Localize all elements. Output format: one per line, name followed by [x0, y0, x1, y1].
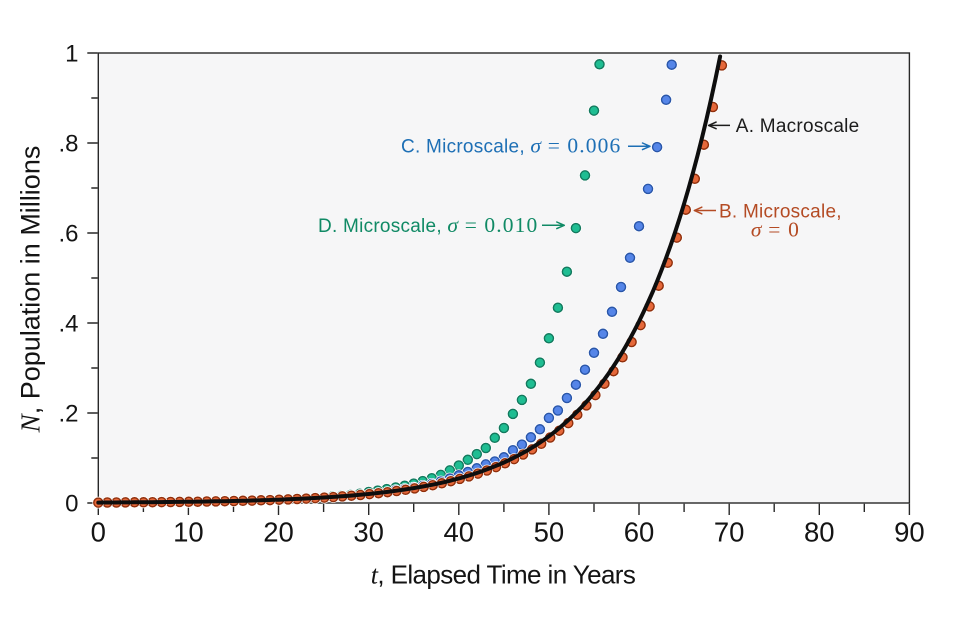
svg-text:1: 1: [65, 41, 78, 68]
svg-text:B. Microscale,: B. Microscale,: [719, 202, 842, 223]
svg-text:80: 80: [804, 516, 835, 547]
svg-text:0: 0: [91, 516, 106, 547]
svg-text:A. Macroscale: A. Macroscale: [736, 116, 860, 137]
svg-text:D. Microscale, σ = 0.010: D. Microscale, σ = 0.010: [318, 213, 538, 237]
svg-text:70: 70: [714, 516, 745, 547]
svg-text:C. Microscale, σ = 0.006: C. Microscale, σ = 0.006: [401, 133, 621, 157]
svg-text:60: 60: [624, 516, 655, 547]
svg-text:.6: .6: [58, 221, 78, 248]
svg-text:.4: .4: [58, 311, 78, 338]
svg-text:0: 0: [65, 491, 78, 518]
svg-text:20: 20: [263, 516, 294, 547]
svg-text:40: 40: [444, 516, 475, 547]
svg-text:30: 30: [353, 516, 384, 547]
svg-text:50: 50: [534, 516, 565, 547]
svg-text:.2: .2: [58, 401, 78, 428]
svg-text:90: 90: [894, 516, 925, 547]
svg-text:.8: .8: [58, 131, 78, 158]
svg-text:t, Elapsed Time in Years: t, Elapsed Time in Years: [371, 560, 636, 590]
svg-text:σ = 0: σ = 0: [751, 218, 800, 242]
svg-text:10: 10: [173, 516, 204, 547]
svg-text:N, Population in Millions: N, Population in Millions: [16, 146, 46, 434]
